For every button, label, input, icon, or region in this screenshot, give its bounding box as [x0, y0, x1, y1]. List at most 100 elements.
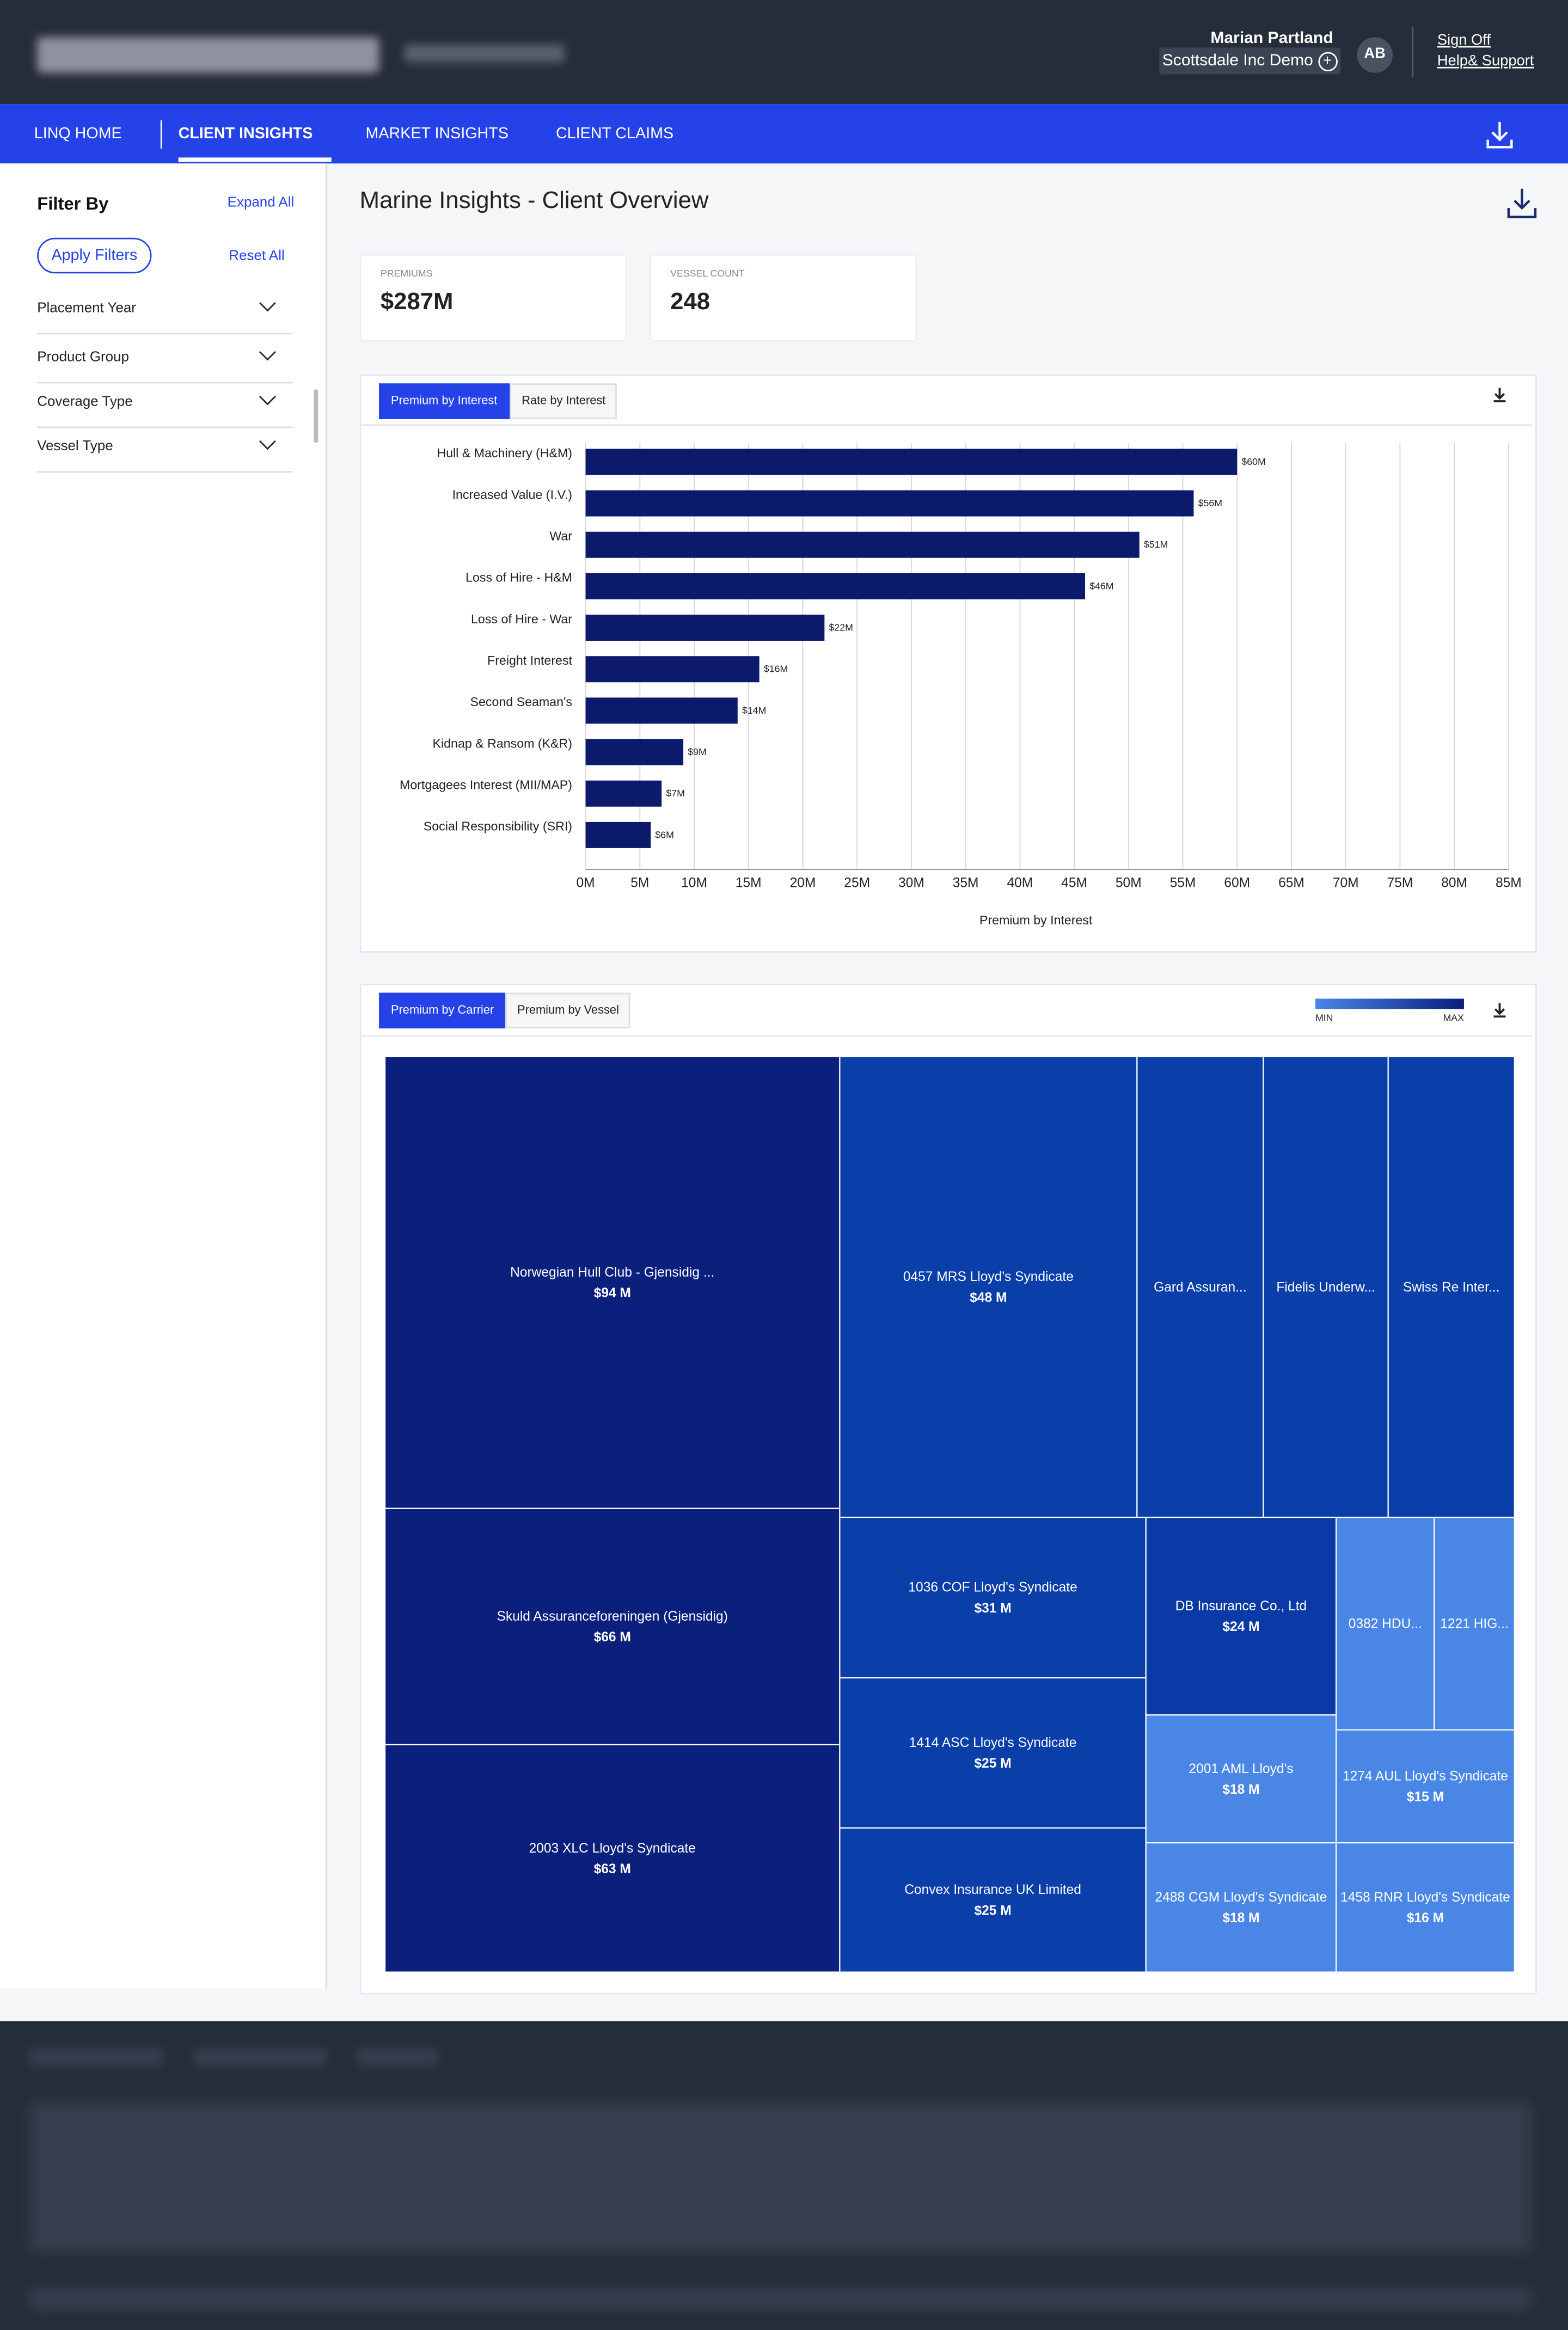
tile-name: Norwegian Hull Club - Gjensidig ... [510, 1265, 714, 1280]
x-tick-label: 65M [1278, 876, 1304, 891]
treemap-tile[interactable] [1145, 1842, 1337, 1973]
tile-value: $18 M [1222, 1782, 1259, 1797]
data-label: $22M [829, 622, 853, 633]
filter-label[interactable]: Vessel Type [37, 438, 113, 455]
x-tick-label: 40M [1007, 876, 1033, 891]
expand-all[interactable]: Expand All [227, 194, 295, 211]
kpi-label: VESSEL COUNT [670, 269, 745, 280]
bar [585, 573, 1086, 599]
y-tick-label: Increased Value (I.V.) [452, 487, 572, 501]
tile-name: Convex Insurance UK Limited [904, 1883, 1081, 1897]
org-select[interactable]: Scottsdale Inc Demo + [1159, 47, 1341, 75]
tile-name: Swiss Re Inter... [1403, 1280, 1499, 1295]
tile-name: 0457 MRS Lloyd's Syndicate [903, 1270, 1074, 1284]
treemap-tile[interactable] [839, 1677, 1147, 1829]
treemap-tile[interactable] [839, 1517, 1147, 1679]
apply-filters[interactable]: Apply Filters [37, 237, 152, 274]
logo-text [404, 44, 565, 63]
tab[interactable]: Premium by Carrier [379, 992, 506, 1029]
legend-bar [1315, 998, 1464, 1009]
tile-name: DB Insurance Co., Ltd [1175, 1599, 1307, 1614]
filter-label[interactable]: Product Group [37, 349, 129, 366]
treemap-tile[interactable] [839, 1827, 1147, 1973]
data-label: $60M [1241, 456, 1265, 467]
treemap-tile[interactable] [1145, 1714, 1337, 1844]
treemap-tile[interactable] [1434, 1517, 1515, 1731]
x-tick-label: 80M [1441, 876, 1467, 891]
nav-item[interactable]: CLIENT INSIGHTS [178, 125, 313, 143]
data-label: $46M [1089, 580, 1113, 591]
filter-label[interactable]: Placement Year [37, 300, 136, 317]
treemap-tile[interactable] [384, 1744, 841, 1973]
tile-name: 0382 HDU... [1349, 1617, 1422, 1632]
org-name: Scottsdale Inc Demo [1162, 52, 1313, 70]
tile-value: $18 M [1222, 1911, 1259, 1926]
treemap-tile[interactable] [1263, 1056, 1389, 1518]
tile-name: Gard Assuran... [1154, 1280, 1247, 1295]
filter-label[interactable]: Coverage Type [37, 394, 133, 410]
plus-icon: + [1318, 52, 1337, 72]
nav-underline [178, 157, 332, 162]
chart-download[interactable] [1493, 388, 1506, 402]
chart-download[interactable] [1493, 1003, 1506, 1018]
data-label: $6M [655, 829, 673, 840]
nav-divider [160, 120, 162, 149]
tab[interactable]: Premium by Interest [379, 383, 510, 419]
tile-name: Skuld Assuranceforeningen (Gjensidig) [497, 1609, 728, 1624]
treemap-tile[interactable] [1136, 1056, 1264, 1518]
tile-name: 2488 CGM Lloyd's Syndicate [1155, 1890, 1327, 1905]
x-axis-title: Premium by Interest [979, 913, 1093, 927]
tab[interactable]: Rate by Interest [510, 383, 618, 419]
legend-min: MIN [1315, 1012, 1333, 1023]
tile-value: $63 M [594, 1862, 631, 1877]
tile-value: $94 M [594, 1286, 631, 1301]
treemap-tile[interactable] [1145, 1517, 1337, 1716]
treemap-tile[interactable] [1336, 1842, 1515, 1973]
data-label: $56M [1198, 498, 1222, 508]
tile-name: 1414 ASC Lloyd's Syndicate [909, 1736, 1077, 1750]
tab[interactable]: Premium by Vessel [505, 992, 631, 1029]
data-label: $14M [742, 705, 766, 716]
footer-bottom [29, 2289, 1531, 2310]
treemap-tile[interactable] [384, 1056, 841, 1509]
page-download[interactable] [1504, 186, 1540, 222]
sidebar [0, 163, 327, 1989]
x-tick-label: 15M [736, 876, 762, 891]
scrollbar [314, 389, 318, 443]
download-icon[interactable] [1483, 119, 1516, 151]
data-label: $51M [1144, 539, 1168, 550]
help-link[interactable]: Help& Support [1437, 53, 1534, 70]
sign-off[interactable]: Sign Off [1437, 33, 1491, 50]
divider [1412, 27, 1414, 77]
nav-item[interactable]: LINQ HOME [34, 125, 122, 143]
y-tick-label: Second Seaman's [470, 695, 572, 709]
x-tick-label: 50M [1116, 876, 1142, 891]
tile-name: 2003 XLC Lloyd's Syndicate [529, 1841, 696, 1856]
reset-all[interactable]: Reset All [229, 248, 285, 265]
avatar[interactable]: AB [1357, 37, 1393, 73]
kpi-card [649, 254, 917, 342]
footer-link [193, 2047, 327, 2066]
x-tick-label: 10M [681, 876, 707, 891]
x-tick-label: 0M [577, 876, 595, 891]
data-label: $16M [764, 664, 788, 675]
data-label: $7M [666, 788, 685, 799]
treemap-tile[interactable] [839, 1056, 1138, 1518]
x-tick-label: 70M [1333, 876, 1359, 891]
bar [585, 821, 651, 848]
bar [585, 739, 684, 765]
nav-item[interactable]: CLIENT CLAIMS [555, 125, 674, 143]
nav-item[interactable]: MARKET INSIGHTS [365, 125, 509, 143]
treemap-tile[interactable] [1387, 1056, 1515, 1518]
y-tick-label: War [549, 529, 572, 543]
tile-value: $25 M [974, 1756, 1011, 1771]
tile-name: 1221 HIG... [1440, 1617, 1509, 1632]
user-name: Marian Partland [1210, 29, 1333, 48]
x-tick-label: 5M [630, 876, 649, 891]
tile-value: $24 M [1222, 1620, 1259, 1634]
tile-value: $25 M [974, 1903, 1011, 1918]
tile-value: $15 M [1407, 1790, 1444, 1805]
treemap-tile[interactable] [384, 1507, 841, 1745]
treemap-tile[interactable] [1336, 1729, 1515, 1844]
bar [585, 780, 662, 807]
